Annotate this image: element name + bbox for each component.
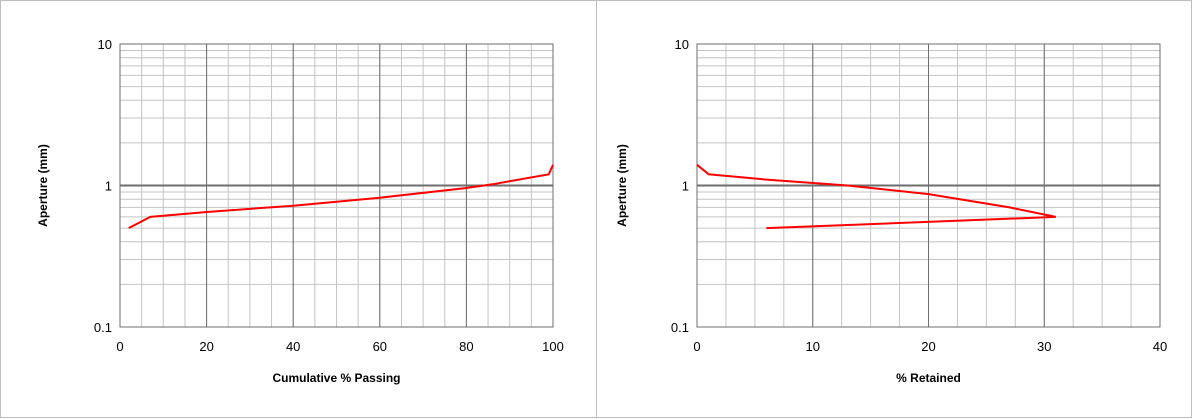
y-axis-title: Aperture (mm) bbox=[615, 144, 629, 227]
chart-panel-cumulative-passing: 0 20 40 60 80 100 0.1 1 10 Cumulative % Passing Ap… bbox=[0, 0, 597, 418]
x-tick-label: 100 bbox=[542, 339, 564, 354]
chart-retained: 0 10 20 30 40 0.1 1 10 % Retained Aperture (mm) bbox=[615, 37, 1167, 385]
x-tick-label: 40 bbox=[286, 339, 300, 354]
chart-panel-retained: 0 10 20 30 40 0.1 1 10 % Retained Aperture (mm) bbox=[596, 0, 1192, 418]
x-tick-label: 20 bbox=[921, 339, 935, 354]
x-tick-label: 0 bbox=[116, 339, 123, 354]
series-line bbox=[128, 164, 554, 229]
y-tick-label: 10 bbox=[675, 37, 689, 52]
x-tick-label: 10 bbox=[806, 339, 820, 354]
chart-cumulative-passing: 0 20 40 60 80 100 0.1 1 10 Cumulative % Passing Ap… bbox=[36, 37, 564, 385]
y-axis-title: Aperture (mm) bbox=[36, 144, 50, 227]
x-axis-title: % Retained bbox=[896, 371, 961, 385]
series-line bbox=[696, 164, 1057, 230]
plot-border bbox=[119, 43, 554, 328]
x-tick-label: 40 bbox=[1153, 339, 1167, 354]
y-tick-label: 1 bbox=[682, 179, 689, 194]
x-tick-label: 60 bbox=[373, 339, 387, 354]
x-tick-label: 80 bbox=[459, 339, 473, 354]
x-tick-label: 20 bbox=[199, 339, 213, 354]
y-tick-label: 1 bbox=[105, 179, 112, 194]
x-tick-label: 0 bbox=[693, 339, 700, 354]
y-tick-label: 0.1 bbox=[671, 320, 689, 335]
y-tick-label: 0.1 bbox=[94, 320, 112, 335]
x-tick-label: 30 bbox=[1037, 339, 1051, 354]
plot-border bbox=[696, 43, 1161, 328]
y-tick-label: 10 bbox=[98, 37, 112, 52]
x-axis-title: Cumulative % Passing bbox=[272, 371, 400, 385]
